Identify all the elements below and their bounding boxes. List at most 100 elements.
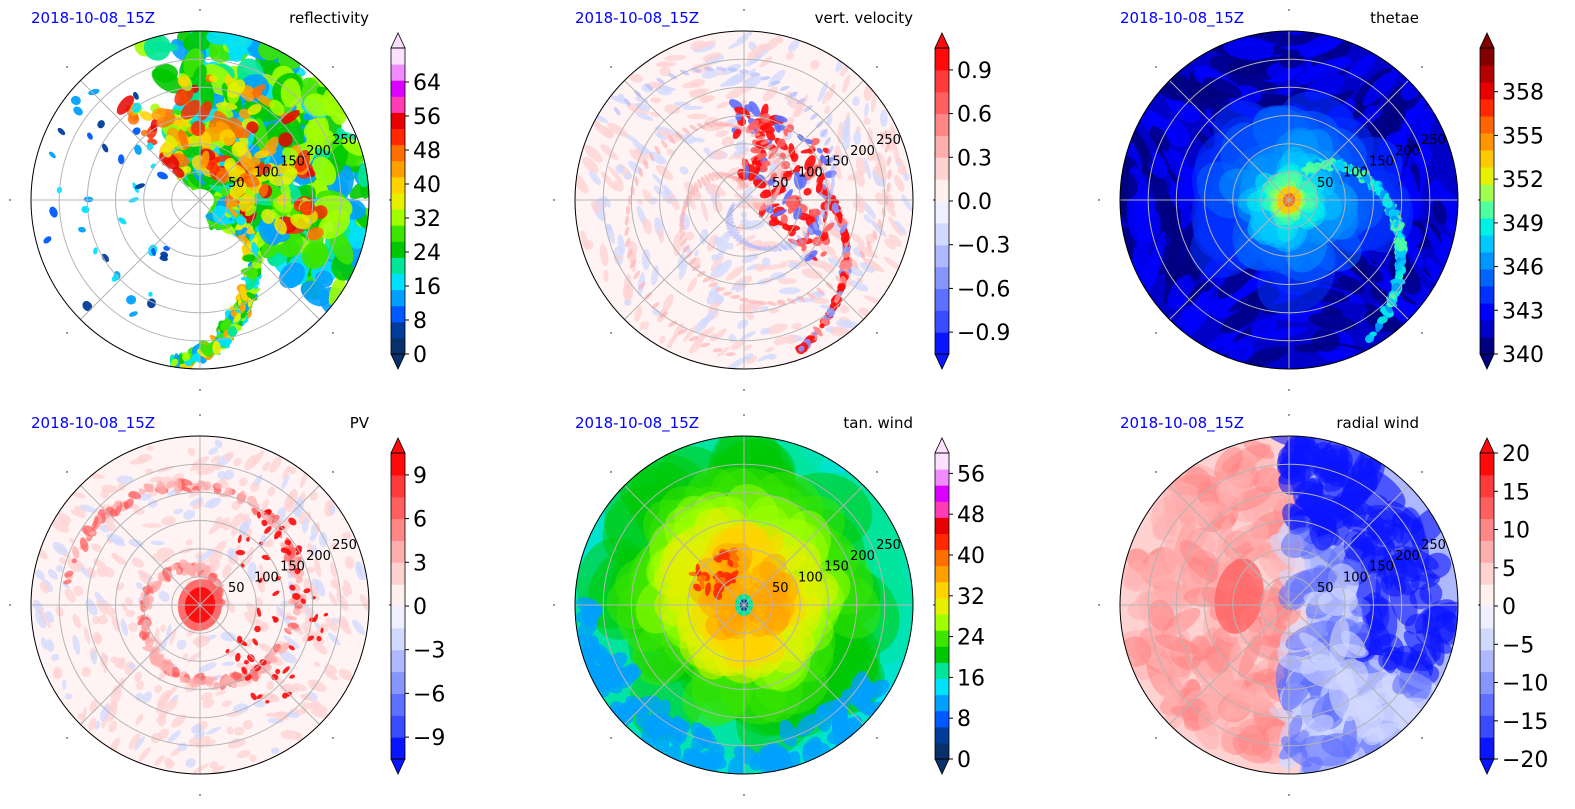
colorbar-tick-label: 343	[1502, 299, 1544, 324]
field-cell	[776, 124, 786, 131]
field-cell	[801, 268, 823, 279]
colorbar-swatch	[935, 222, 949, 246]
colorbar-tick-label: 48	[957, 503, 985, 528]
colorbar-tick-label: 0.9	[957, 59, 992, 84]
field-cell	[85, 598, 98, 616]
field-cell	[760, 327, 770, 335]
field-cell	[852, 96, 860, 106]
colorbar-frame	[1479, 47, 1495, 355]
field-cell	[171, 120, 190, 128]
field-cell	[786, 298, 796, 304]
panel-date: 2018-10-08_15Z	[31, 9, 156, 27]
field-cell	[692, 264, 701, 272]
field-cell	[341, 531, 352, 540]
field-cell	[282, 147, 299, 164]
field-cell	[35, 611, 47, 629]
field-cell	[1303, 34, 1349, 57]
axis-tick-dot	[1288, 389, 1290, 391]
field-cell	[700, 342, 711, 348]
field-cell	[246, 537, 250, 542]
field-cell	[45, 639, 55, 652]
colorbar-tick-label: 8	[957, 707, 971, 732]
axis-tick-dot	[876, 737, 878, 739]
field-cell	[652, 308, 661, 316]
field-cell	[704, 66, 714, 72]
colorbar-tick-label: 358	[1502, 81, 1544, 106]
colorbar-extend-max	[934, 437, 950, 454]
field-cell	[178, 129, 189, 150]
colorbar-swatch	[935, 614, 949, 631]
field-cell	[872, 230, 878, 240]
field-cell	[151, 647, 161, 661]
field-cell	[256, 511, 261, 519]
field-cell	[840, 305, 850, 314]
field-cell	[773, 156, 782, 164]
field-cell	[1221, 683, 1260, 706]
field-cell	[659, 335, 666, 344]
field-cell	[242, 254, 256, 262]
field-cell	[64, 570, 74, 578]
field-cell	[662, 721, 684, 746]
field-cell	[288, 517, 297, 526]
grid-spoke	[80, 80, 201, 201]
colorbar-tick-label: 15	[1502, 480, 1530, 505]
field-cell	[314, 704, 328, 713]
field-cell	[870, 220, 886, 237]
field-cell	[795, 713, 819, 737]
colorbar-swatch	[1480, 201, 1494, 219]
field-cell	[117, 154, 125, 165]
field-cell	[151, 68, 183, 94]
colorbar-swatch	[935, 113, 949, 136]
field-cell	[715, 287, 725, 292]
field-cell	[303, 93, 331, 117]
field-cell	[856, 244, 874, 258]
grid-spoke	[1169, 604, 1290, 725]
field-cell	[238, 521, 250, 536]
field-cell	[747, 525, 784, 563]
field-cell	[318, 209, 351, 240]
field-cell	[779, 85, 790, 91]
field-cell	[859, 145, 864, 155]
field-cell	[591, 201, 600, 213]
field-cell	[757, 353, 775, 362]
colorbar-extend-max	[934, 32, 950, 49]
field-cell	[223, 451, 234, 461]
colorbar-swatch	[391, 144, 405, 162]
field-cell	[1160, 139, 1187, 185]
field-cell	[246, 269, 258, 280]
field-cell	[142, 595, 153, 610]
field-cell	[613, 106, 621, 116]
field-cell	[249, 482, 260, 493]
grid-spoke	[80, 604, 201, 725]
field-cell	[876, 166, 883, 179]
field-cell	[816, 287, 825, 295]
field-cell	[129, 458, 147, 465]
axis-tick-dot	[610, 66, 612, 68]
colorbar-tick-label: 346	[1502, 256, 1544, 281]
field-cell	[352, 619, 365, 635]
field-cell	[203, 497, 217, 508]
field-cell	[823, 222, 835, 233]
field-cell	[1396, 231, 1403, 239]
polar-grid	[1120, 31, 1458, 369]
colorbar-swatch	[935, 694, 949, 712]
field-cell	[656, 164, 674, 181]
field-cell	[688, 338, 704, 354]
field-cell	[167, 730, 181, 743]
field-cell	[1299, 632, 1335, 664]
panel-title: reflectivity	[289, 9, 369, 27]
field-cell	[694, 249, 699, 257]
field-cell	[256, 694, 263, 700]
colorbar-extend-min	[934, 758, 950, 775]
field-cell	[128, 491, 142, 500]
field-cell	[724, 72, 747, 87]
field-cell	[223, 469, 235, 480]
field-cell	[80, 706, 87, 725]
field-cell	[839, 259, 853, 270]
field-cell	[735, 113, 743, 121]
field-cell	[756, 263, 766, 272]
colorbar-swatch	[391, 48, 405, 65]
ring-label: 100	[254, 570, 279, 585]
axis-tick-dot	[553, 199, 555, 201]
